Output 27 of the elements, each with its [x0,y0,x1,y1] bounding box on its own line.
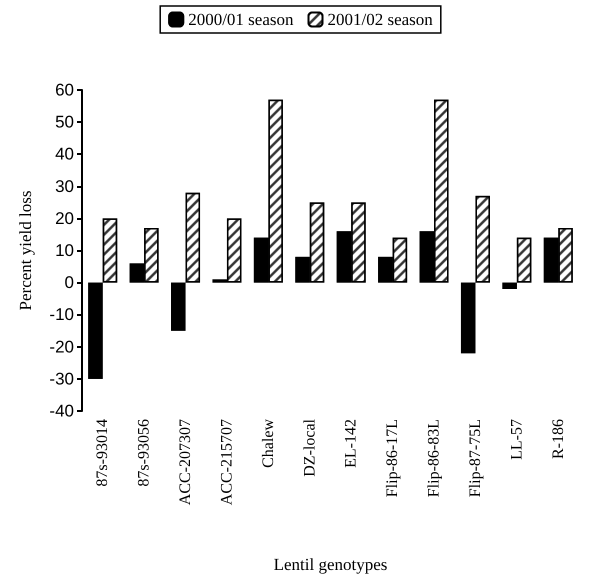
y-tick-label: 40 [55,144,74,164]
x-tick-label: 87s-93014 [94,419,112,487]
x-tick-label: ACC-215707 [218,419,236,506]
legend-label: 2001/02 season [328,10,434,29]
x-axis-title: Lentil genotypes [274,555,388,574]
x-tick-label: Flip-87-75L [466,419,484,498]
x-tick-label: Flip-86-17L [384,419,402,498]
y-tick-label: 0 [64,273,74,292]
y-tick-label: -40 [49,402,74,420]
y-tick-label: 50 [55,112,74,132]
y-tick-label: 10 [55,241,74,260]
x-tick-label: LL-57 [508,419,526,460]
y-tick-label: 30 [55,176,74,196]
y-axis-title: Percent yield loss [16,190,35,310]
legend-label: 2000/01 season [188,10,294,29]
x-tick-label: R-186 [550,419,567,459]
x-tick-label: Flip-86-83L [426,419,443,498]
x-tick-label: ACC-207307 [177,419,194,506]
y-tick-label: 20 [55,208,74,228]
x-tick-label: Chalew [260,418,277,468]
y-tick-label: -30 [49,369,74,388]
y-tick-label: -20 [49,337,74,356]
y-tick-label: -10 [49,305,74,324]
y-tick-label: 60 [55,80,74,100]
x-tick-label: EL-142 [342,419,360,468]
x-tick-label: 87s-93056 [136,419,153,487]
x-tick-label: DZ-local [301,418,318,477]
